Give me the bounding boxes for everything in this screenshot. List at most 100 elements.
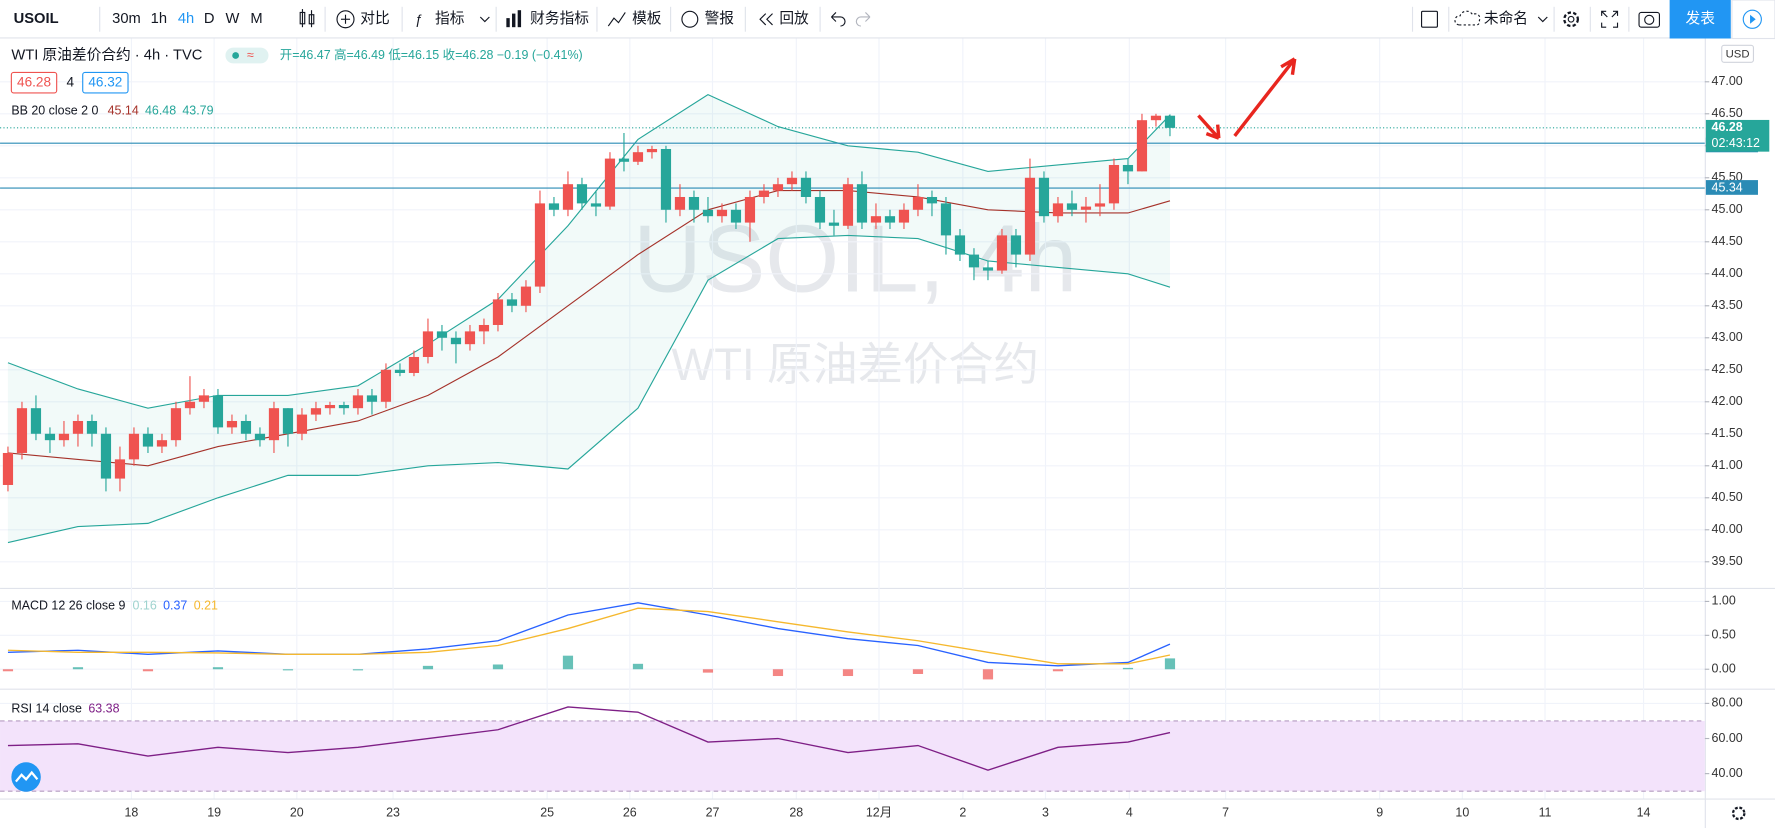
x-tick-label: 2 xyxy=(959,806,966,820)
replay-button[interactable]: 回放 xyxy=(779,10,809,27)
candle-body xyxy=(590,203,602,207)
x-tick-label: 19 xyxy=(207,806,221,820)
interval-button[interactable]: 30m xyxy=(112,11,141,27)
candle-body xyxy=(254,433,266,441)
layout-name[interactable]: 未命名 xyxy=(1484,9,1528,27)
candle-body xyxy=(716,209,728,217)
dropdown-arrow[interactable] xyxy=(479,16,490,23)
status-icon: ≈ xyxy=(247,48,254,62)
indicators-button[interactable]: 指标 xyxy=(435,10,465,27)
macd-histogram-bar xyxy=(2,669,14,672)
bb-legend: BB 20 close 2 0 xyxy=(11,103,98,117)
interval-button[interactable]: 4h xyxy=(178,11,194,27)
candle-body xyxy=(786,177,798,185)
y-tick-label: 0.50 xyxy=(1712,628,1736,642)
tv-logo[interactable] xyxy=(11,762,41,792)
y-tick-label: 40.50 xyxy=(1712,490,1743,504)
publish-label[interactable]: 发表 xyxy=(1685,10,1715,27)
indicator-icon[interactable]: ƒ xyxy=(415,12,423,27)
candle-body xyxy=(310,408,322,415)
interval-button[interactable]: 1h xyxy=(151,11,167,27)
candle-body xyxy=(352,395,364,409)
x-tick-label: 7 xyxy=(1222,806,1229,820)
candle-body xyxy=(1094,203,1106,207)
candle-body xyxy=(450,337,462,345)
x-tick-label: 28 xyxy=(789,806,803,820)
tv-logo-mark xyxy=(15,770,39,783)
candle-body xyxy=(394,369,406,373)
redo-icon[interactable] xyxy=(855,12,871,27)
dropdown-arrow[interactable] xyxy=(1537,16,1548,23)
x-tick-label: 11 xyxy=(1539,806,1552,820)
templates-button[interactable]: 模板 xyxy=(632,9,662,27)
watermark-name: WTI 原油差价合约 xyxy=(672,339,1039,390)
candle-body xyxy=(338,404,350,409)
candle-body xyxy=(170,408,182,441)
y-tick-label: 44.50 xyxy=(1712,234,1743,248)
settings-icon[interactable] xyxy=(1563,11,1580,28)
alert-icon[interactable] xyxy=(681,10,699,28)
candle-body xyxy=(226,420,238,428)
interval-button[interactable]: M xyxy=(250,11,262,27)
candle-body xyxy=(72,420,84,434)
candle-body xyxy=(814,196,826,223)
price-line-tag xyxy=(1705,180,1758,195)
bid[interactable]: 46.28 xyxy=(17,74,51,89)
ask-box[interactable] xyxy=(82,71,129,94)
candle-body xyxy=(30,408,42,434)
candle-body xyxy=(408,356,420,373)
undo-icon[interactable] xyxy=(831,12,846,27)
candle-body xyxy=(562,184,574,210)
candle-body xyxy=(520,286,532,306)
y-tick-label: 41.50 xyxy=(1712,426,1743,440)
candle-body xyxy=(730,209,742,223)
candle-body xyxy=(114,459,126,479)
bars-icon[interactable] xyxy=(299,9,315,28)
annotation-arrow xyxy=(1197,114,1221,140)
snapshot-icon[interactable] xyxy=(1638,11,1660,28)
cloud-icon[interactable] xyxy=(1454,10,1481,26)
candle-body xyxy=(1024,177,1036,255)
interval-button[interactable]: D xyxy=(204,11,215,27)
macd-histogram-bar xyxy=(422,665,434,670)
alert-button[interactable]: 警报 xyxy=(705,10,735,27)
macd-line xyxy=(7,602,1171,667)
y-tick-label: 40.00 xyxy=(1712,522,1743,536)
candle-body xyxy=(912,196,924,210)
y-tick-label: 42.00 xyxy=(1712,394,1743,408)
financials-icon[interactable] xyxy=(506,10,522,28)
publish-button[interactable] xyxy=(1669,0,1731,39)
toolbar: USOIL 对比 ƒ 指标 财务指标 模板 警报 回放 未命名 xyxy=(0,0,1775,40)
candle-body xyxy=(898,209,910,223)
select-icon[interactable] xyxy=(1420,10,1438,28)
replay-icon[interactable] xyxy=(759,13,773,26)
financials-button[interactable]: 财务指标 xyxy=(530,10,589,27)
signal-value: 0.21 xyxy=(194,598,218,612)
x-tick-label: 25 xyxy=(540,806,554,820)
y-tick-label: 1.00 xyxy=(1712,594,1736,608)
templates-icon[interactable] xyxy=(607,12,626,27)
candle-body xyxy=(128,433,140,460)
macd-histogram-bar xyxy=(772,669,784,677)
axis-settings-icon[interactable] xyxy=(1731,806,1746,821)
candle-body xyxy=(1066,203,1078,210)
y-tick-label: 43.50 xyxy=(1712,298,1743,312)
symbol[interactable]: USOIL xyxy=(14,11,59,27)
legend-title: WTI 原油差价合约 · 4h · TVC xyxy=(11,46,202,63)
macd-histogram-bar xyxy=(842,669,854,677)
bid-box[interactable] xyxy=(10,71,58,94)
compare-button[interactable]: 对比 xyxy=(360,10,389,27)
candle-body xyxy=(436,331,448,338)
bb-lower-value: 43.79 xyxy=(182,103,213,117)
candle-body xyxy=(842,184,854,226)
candle-body xyxy=(926,196,938,204)
y-tick-label: 40.00 xyxy=(1712,766,1743,780)
fullscreen-icon[interactable] xyxy=(1601,10,1619,28)
compare-icon[interactable] xyxy=(336,10,355,29)
interval-button[interactable]: W xyxy=(225,11,239,27)
candle-body xyxy=(464,331,476,345)
bb-upper-value: 46.48 xyxy=(145,103,176,117)
y-tick-label: 47.00 xyxy=(1712,74,1743,88)
play-icon[interactable] xyxy=(1742,9,1762,29)
